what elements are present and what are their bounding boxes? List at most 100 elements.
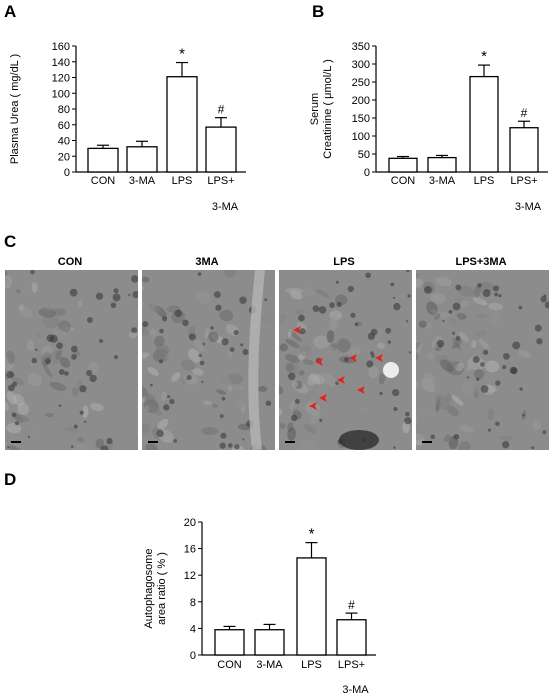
y-tick-label-a: 140 [52,57,70,69]
dense-granule [393,302,401,311]
organelle-shape [6,391,17,405]
dense-granule [466,376,469,379]
organelle-shape [339,404,345,412]
dense-granule [202,342,206,346]
organelle-shape [257,386,268,392]
dense-granule [335,381,339,386]
organelle-shape [416,271,420,277]
organelle-shape [49,381,67,391]
organelle-shape [298,439,316,450]
dense-granule [6,371,14,379]
dense-granule [487,428,492,432]
dense-granule [199,360,205,366]
dense-granule [159,328,164,334]
bar-b [509,127,539,173]
organelle-shape [219,309,234,322]
bar-d [296,557,327,656]
organelle-shape [148,406,162,416]
x-tick-label-a: LPS+ [207,175,234,187]
organelle-shape [439,359,454,373]
organelle-shape [498,435,514,441]
organelle-shape [531,328,543,340]
dense-granule [430,434,436,440]
dense-granule [367,332,375,340]
y-tick-label-a: 160 [52,41,70,53]
organelle-shape [5,270,8,276]
dense-granule [128,293,131,297]
dense-granule [379,391,383,396]
organelle-shape [27,372,43,387]
bar-a [166,76,198,173]
significance-mark-a: * [179,46,185,63]
organelle-shape [304,391,317,400]
dense-granule [370,351,374,356]
dense-granule [162,316,168,322]
organelle-shape [416,380,419,391]
organelle-shape [187,348,201,363]
dense-granule [131,275,138,283]
organelle-shape [219,374,232,384]
organelle-shape [5,276,10,287]
dense-granule [366,360,374,368]
dense-granule [100,445,109,450]
organelle-shape [261,313,275,323]
dense-granule [442,319,445,323]
y-tick-label-b: 250 [352,77,370,89]
organelle-shape [195,290,212,305]
dense-granule [210,326,214,330]
organelle-shape [302,359,315,366]
organelle-shape [451,394,464,406]
y-axis-title-b: Serum [309,93,321,125]
organelle-shape [90,402,104,412]
y-tick-label-d: 4 [190,623,196,635]
dense-granule [393,407,398,412]
x-tick-label-b: 3-MA [429,175,456,187]
organelle-shape [45,304,52,311]
y-tick-label-b: 300 [352,59,370,71]
organelle-shape [173,404,185,418]
bar-d [254,629,285,656]
dense-granule [544,301,549,309]
organelle-shape [150,328,157,337]
organelle-shape [418,320,427,328]
dense-granule [113,355,119,360]
organelle-shape [342,381,353,393]
organelle-shape [45,412,54,418]
organelle-shape [285,361,300,374]
organelle-shape [490,312,500,325]
dense-granule [494,292,499,297]
dense-granule [64,371,69,376]
dense-granule [354,322,359,327]
dense-granule [142,321,149,328]
dense-granule [495,380,501,386]
organelle-shape [6,350,15,365]
x-tick-label-b: LPS [474,175,495,187]
dense-granule [221,396,226,401]
organelle-shape [76,380,82,388]
dense-granule [131,327,138,334]
organelle-shape [279,343,288,352]
dense-granule [299,328,306,335]
y-tick-label-d: 12 [184,570,196,582]
dense-granule [58,404,62,408]
dense-granule [58,369,65,375]
organelle-shape [284,354,300,363]
y-tick-label-a: 100 [52,88,70,100]
organelle-shape [142,385,149,397]
dense-granule [392,296,396,300]
dense-granule [291,414,298,422]
organelle-shape [75,444,89,450]
x-tick-label-line2-a: 3-MA [212,201,239,213]
organelle-shape [452,338,461,350]
dense-granule [86,316,93,323]
membrane-band [248,270,265,450]
organelle-shape [279,422,286,430]
organelle-shape [455,362,465,372]
dense-granule [79,385,87,393]
organelle-shape [9,445,24,450]
dense-granule [312,305,320,313]
x-tick-label-d: 3-MA [256,659,283,671]
dense-granule [392,388,400,397]
organelle-shape [421,377,436,393]
